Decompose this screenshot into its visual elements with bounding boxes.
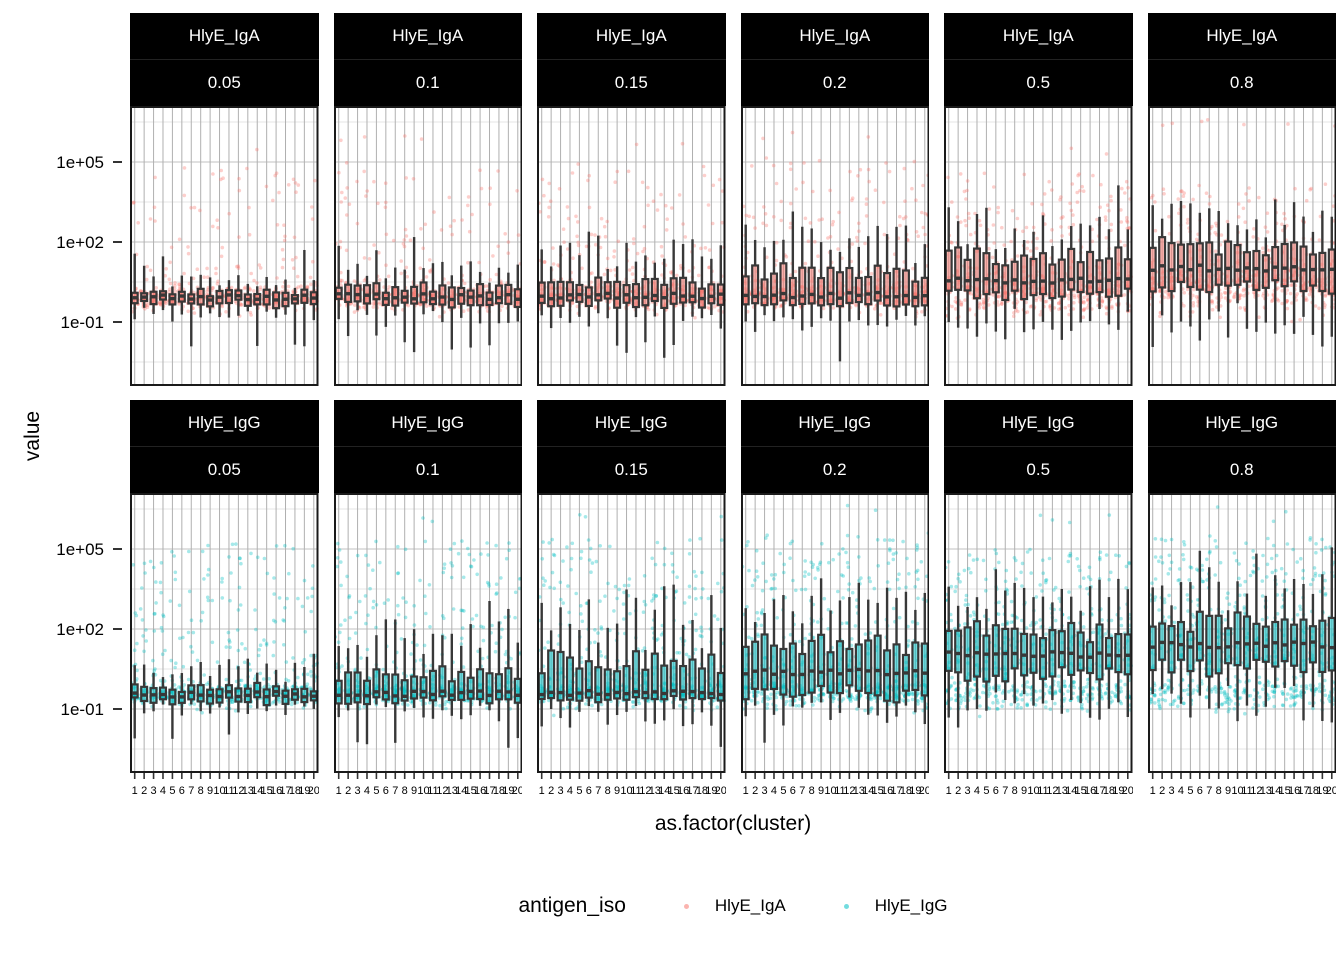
facet-strip-antigen-label: HlyE_IgG [1147,400,1336,447]
facet-strip-scale-label: 0.5 [1026,73,1051,92]
facet-strip: HlyE_IgG 0.05 [130,400,319,493]
facet-strip-antigen-label: HlyE_IgG [130,400,319,447]
facet-strip: HlyE_IgA 0.05 [130,13,319,106]
facet-panel [1147,493,1336,773]
facet-strip-antigen-label: HlyE_IgA [1147,13,1336,60]
facet-strip: HlyE_IgG 0.1 [333,400,522,493]
facet-strip-scale-label: 0.15 [614,460,648,479]
facet-strip-antigen-label: HlyE_IgA [740,13,929,60]
legend-key-dot [683,903,689,909]
facet-panel [537,106,726,386]
facet-strip: HlyE_IgA 0.8 [1147,13,1336,106]
facet-strip: HlyE_IgA 0.5 [944,13,1133,106]
facet-strip-antigen-label: HlyE_IgG [333,400,522,447]
facet-strip: HlyE_IgA 0.2 [740,13,929,106]
facet-strip-antigen-label: HlyE_IgA [944,13,1133,60]
facet-strip: HlyE_IgG 0.5 [944,400,1133,493]
y-tick-label: 1e-01 [60,313,104,332]
y-tick-label: 1e-01 [60,700,104,719]
legend-key-dot [843,903,849,909]
facet-panel [537,493,726,773]
y-tick-mark [113,321,122,323]
y-tick-mark [113,548,122,550]
facet-strip: HlyE_IgA 0.1 [333,13,522,106]
facet-hlye_iga-0.2: HlyE_IgA 0.2 [740,13,929,386]
facet-hlye_igg-0.15: HlyE_IgG 0.15 [537,400,726,773]
facet-strip-scale-label: 0.05 [207,73,241,92]
facet-panel [130,493,319,773]
facet-hlye_iga-0.05: HlyE_IgA 0.05 [130,13,319,386]
facet-strip-antigen-label: HlyE_IgG [537,400,726,447]
legend-title: antigen_iso [518,894,626,917]
facet-hlye_igg-0.8: HlyE_IgG 0.8 [1147,400,1336,773]
facet-row-hlye-igg: HlyE_IgG 0.05 HlyE_IgG 0.1 HlyE_IgG 0.15 HlyE_… [130,400,1336,773]
legend-item-label: HlyE_IgA [714,896,786,915]
y-tick-mark [113,241,122,243]
facet-panel [333,106,522,386]
facet-strip-antigen-label: HlyE_IgA [537,13,726,60]
facet-strip: HlyE_IgG 0.2 [740,400,929,493]
facet-strip-scale-label: 0.1 [415,73,440,92]
facet-strip-scale-label: 0.5 [1026,460,1051,479]
facet-hlye_iga-0.5: HlyE_IgA 0.5 [944,13,1133,386]
y-tick-mark [113,161,122,163]
y-tick-label: 1e+05 [56,540,104,559]
facet-strip-scale-label: 0.05 [207,460,241,479]
facet-hlye_igg-0.2: HlyE_IgG 0.2 [740,400,929,773]
facet-panel [944,493,1133,773]
legend-item-hlye_igg: HlyE_IgG [843,896,948,916]
x-axis-ticks: 1 2 3 4 5 6 7 8 9 10 11 12 13 14 15 16 17 18 19 20 1 2 3 4 5 6 7 8 9… [130,773,1336,803]
facet-strip-scale-label: 0.2 [822,460,847,479]
facet-hlye_iga-0.15: HlyE_IgA 0.15 [537,13,726,386]
facet-strip-scale-label: 0.15 [614,73,648,92]
facet-panel [740,106,929,386]
facet-strip-scale-label: 0.8 [1229,73,1254,92]
facet-strip-antigen-label: HlyE_IgA [333,13,522,60]
facet-strip-antigen-label: HlyE_IgG [740,400,929,447]
facet-row-hlye-iga: HlyE_IgA 0.05 HlyE_IgA 0.1 HlyE_IgA 0.15 HlyE_… [130,13,1336,386]
y-tick-label: 1e+02 [56,233,104,252]
y-axis-title: value [21,410,44,462]
legend-item-hlye_iga: HlyE_IgA [683,896,786,916]
legend-item-label: HlyE_IgG [874,896,948,915]
facet-strip: HlyE_IgG 0.8 [1147,400,1336,493]
y-tick-mark [113,628,122,630]
y-tick-mark [113,708,122,710]
facet-strip-antigen-label: HlyE_IgA [130,13,319,60]
facet-panel [944,106,1133,386]
facet-panel [130,106,319,386]
y-tick-label: 1e+02 [56,620,104,639]
facet-panel [740,493,929,773]
facet-hlye_igg-0.5: HlyE_IgG 0.5 [944,400,1133,773]
legend: antigen_iso HlyE_IgA HlyE_IgG [130,886,1336,926]
facet-strip-antigen-label: HlyE_IgG [944,400,1133,447]
facet-hlye_igg-0.05: HlyE_IgG 0.05 [130,400,319,773]
facet-strip-scale-label: 0.1 [415,460,440,479]
facet-strip: HlyE_IgG 0.15 [537,400,726,493]
y-tick-label: 1e+05 [56,153,104,172]
facet-strip: HlyE_IgA 0.15 [537,13,726,106]
facet-strip-scale-label: 0.2 [822,73,847,92]
facet-hlye_igg-0.1: HlyE_IgG 0.1 [333,400,522,773]
facet-strip-scale-label: 0.8 [1229,460,1254,479]
x-axis-title: as.factor(cluster) [654,812,812,835]
facet-hlye_iga-0.8: HlyE_IgA 0.8 [1147,13,1336,386]
facet-panel [333,493,522,773]
facet-panel [1147,106,1336,386]
facet-hlye_iga-0.1: HlyE_IgA 0.1 [333,13,522,386]
